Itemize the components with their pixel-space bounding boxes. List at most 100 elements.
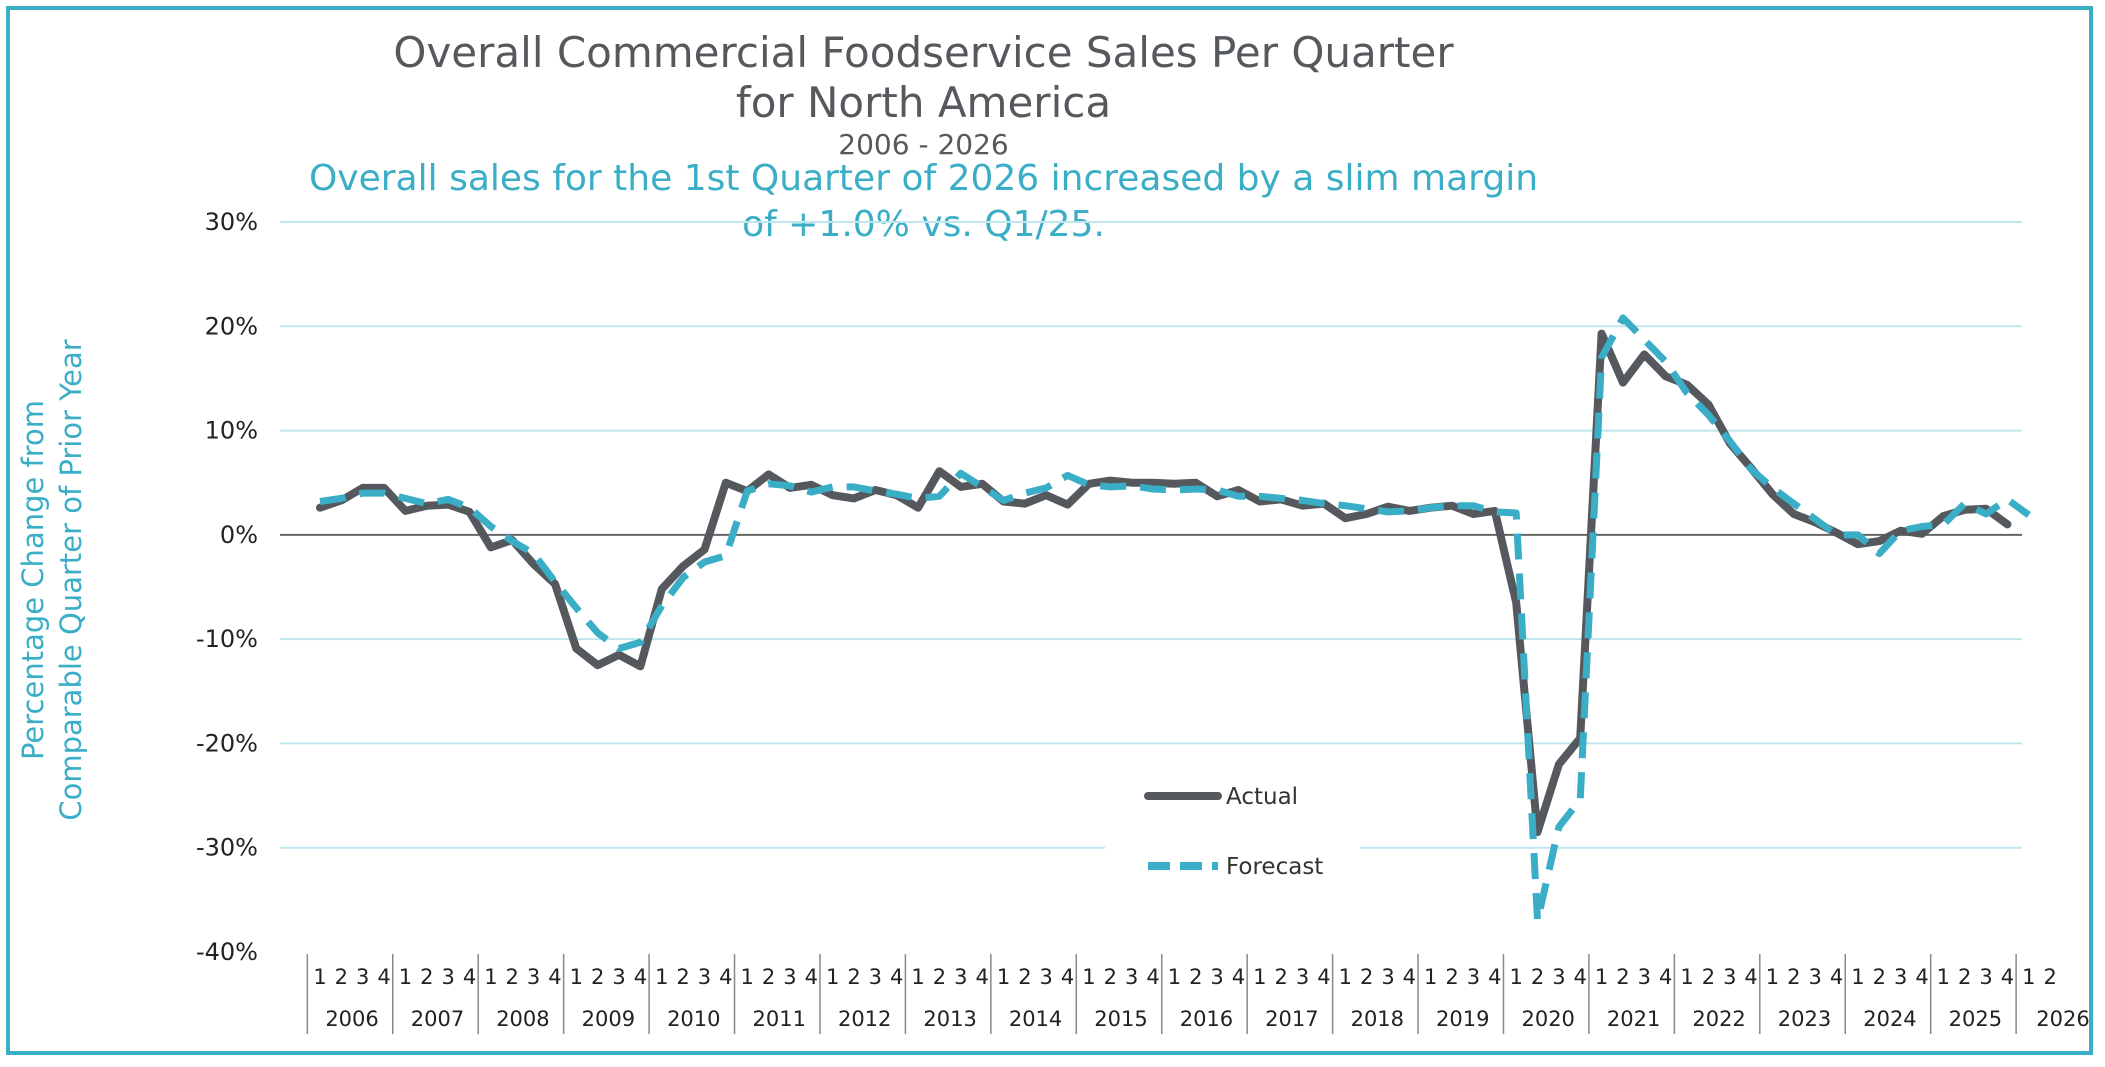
quarter-tick-label: 1: [1937, 965, 1950, 989]
quarter-tick-label: 1: [1851, 965, 1864, 989]
year-tick-label: 2024: [1863, 1007, 1916, 1031]
quarter-tick-label: 2: [591, 965, 604, 989]
y-tick-label: 20%: [205, 312, 258, 340]
quarter-tick-label: 2: [2043, 965, 2056, 989]
quarter-tick-label: 2: [1531, 965, 1544, 989]
quarter-tick-label: 4: [1146, 965, 1159, 989]
quarter-tick-label: 1: [1766, 965, 1779, 989]
year-tick-label: 2009: [582, 1007, 635, 1031]
quarter-tick-label: 1: [399, 965, 412, 989]
quarter-tick-label: 2: [1445, 965, 1458, 989]
quarter-tick-label: 4: [1317, 965, 1330, 989]
quarter-tick-label: 1: [1680, 965, 1693, 989]
quarter-tick-label: 4: [890, 965, 903, 989]
quarter-tick-label: 3: [1381, 965, 1394, 989]
quarter-tick-label: 3: [869, 965, 882, 989]
chart-title: Overall Commercial Foodservice Sales Per…: [393, 28, 1454, 77]
year-tick-label: 2012: [838, 1007, 891, 1031]
legend-label-forecast: Forecast: [1226, 854, 1323, 880]
quarter-tick-label: 2: [1018, 965, 1031, 989]
quarter-tick-label: 1: [1168, 965, 1181, 989]
quarter-tick-label: 1: [1595, 965, 1608, 989]
quarter-tick-label: 4: [1232, 965, 1245, 989]
legend-label-actual: Actual: [1226, 784, 1298, 810]
quarter-tick-label: 3: [612, 965, 625, 989]
quarter-tick-label: 1: [655, 965, 668, 989]
quarter-tick-label: 3: [1040, 965, 1053, 989]
legend-box: [1105, 770, 1360, 880]
y-tick-label: -40%: [196, 938, 258, 966]
quarter-tick-label: 2: [676, 965, 689, 989]
year-tick-label: 2015: [1094, 1007, 1147, 1031]
y-tick-label: -10%: [196, 625, 258, 653]
quarter-tick-label: 2: [506, 965, 519, 989]
y-tick-label: 10%: [205, 417, 258, 445]
quarter-tick-label: 2: [1958, 965, 1971, 989]
quarter-tick-label: 4: [1744, 965, 1757, 989]
quarter-tick-label: 1: [2022, 965, 2035, 989]
year-tick-label: 2022: [1692, 1007, 1745, 1031]
quarter-tick-label: 4: [1659, 965, 1672, 989]
quarter-tick-label: 4: [1574, 965, 1587, 989]
quarter-tick-label: 1: [1509, 965, 1522, 989]
quarter-tick-label: 1: [1253, 965, 1266, 989]
year-tick-label: 2013: [923, 1007, 976, 1031]
quarter-tick-label: 2: [1275, 965, 1288, 989]
quarter-tick-label: 2: [335, 965, 348, 989]
quarter-tick-label: 2: [420, 965, 433, 989]
quarter-tick-label: 2: [933, 965, 946, 989]
y-tick-label: 30%: [205, 208, 258, 236]
quarter-tick-label: 1: [313, 965, 326, 989]
quarter-tick-label: 2: [1702, 965, 1715, 989]
year-tick-label: 2010: [667, 1007, 720, 1031]
chart-frame: [6, 6, 2093, 1055]
quarter-tick-label: 3: [356, 965, 369, 989]
quarter-tick-label: 1: [911, 965, 924, 989]
year-tick-label: 2019: [1436, 1007, 1489, 1031]
year-tick-label: 2023: [1778, 1007, 1831, 1031]
quarter-tick-label: 3: [1723, 965, 1736, 989]
quarter-tick-label: 3: [1979, 965, 1992, 989]
quarter-tick-label: 4: [805, 965, 818, 989]
quarter-tick-label: 4: [1915, 965, 1928, 989]
chart-title-years: 2006 - 2026: [838, 128, 1009, 161]
quarter-tick-label: 3: [527, 965, 540, 989]
quarter-tick-label: 1: [570, 965, 583, 989]
year-tick-label: 2020: [1521, 1007, 1574, 1031]
year-tick-label: 2008: [496, 1007, 549, 1031]
quarter-tick-label: 1: [1339, 965, 1352, 989]
quarter-tick-label: 1: [1082, 965, 1095, 989]
quarter-tick-label: 2: [1104, 965, 1117, 989]
year-tick-label: 2021: [1607, 1007, 1660, 1031]
quarter-tick-label: 3: [1552, 965, 1565, 989]
quarter-tick-label: 1: [1424, 965, 1437, 989]
chart-title-line2: for North America: [735, 78, 1112, 127]
quarter-tick-label: 3: [954, 965, 967, 989]
y-tick-label: 0%: [220, 521, 258, 549]
quarter-tick-label: 2: [1360, 965, 1373, 989]
quarter-tick-label: 2: [1616, 965, 1629, 989]
quarter-tick-label: 1: [997, 965, 1010, 989]
quarter-tick-label: 3: [1296, 965, 1309, 989]
quarter-tick-label: 3: [1467, 965, 1480, 989]
quarter-tick-label: 3: [441, 965, 454, 989]
quarter-tick-label: 4: [377, 965, 390, 989]
quarter-tick-label: 3: [1894, 965, 1907, 989]
chart-subtitle-line2: of +1.0% vs. Q1/25.: [742, 204, 1105, 245]
quarter-tick-label: 3: [1125, 965, 1138, 989]
quarter-tick-label: 3: [1210, 965, 1223, 989]
quarter-tick-label: 4: [1061, 965, 1074, 989]
quarter-tick-label: 4: [548, 965, 561, 989]
quarter-tick-label: 4: [975, 965, 988, 989]
chart-subtitle: Overall sales for the 1st Quarter of 202…: [308, 158, 1539, 199]
year-tick-label: 2018: [1351, 1007, 1404, 1031]
quarter-tick-label: 2: [762, 965, 775, 989]
y-tick-label: -30%: [196, 834, 258, 862]
quarter-tick-label: 2: [1787, 965, 1800, 989]
year-tick-label: 2025: [1949, 1007, 2002, 1031]
year-tick-label: 2017: [1265, 1007, 1318, 1031]
year-tick-label: 2026: [2036, 1007, 2089, 1031]
year-tick-label: 2006: [325, 1007, 378, 1031]
quarter-tick-label: 2: [847, 965, 860, 989]
